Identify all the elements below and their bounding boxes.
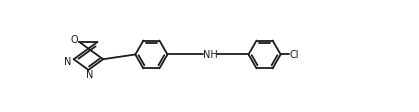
Text: NH: NH [202, 50, 217, 60]
Text: N: N [86, 69, 94, 79]
Text: O: O [71, 35, 79, 45]
Text: Cl: Cl [290, 50, 300, 60]
Text: N: N [64, 57, 72, 67]
